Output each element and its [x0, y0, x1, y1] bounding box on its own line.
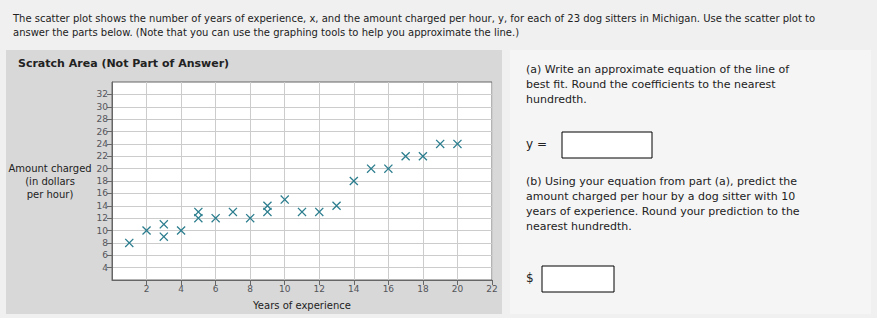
svg-text:$: $ [526, 271, 534, 285]
svg-text:2: 2 [144, 284, 150, 294]
svg-text:12: 12 [97, 213, 108, 223]
svg-text:16: 16 [383, 284, 395, 294]
svg-text:18: 18 [97, 176, 109, 186]
svg-text:answer the parts below. (Note: answer the parts below. (Note that you c… [13, 27, 519, 38]
svg-text:12: 12 [314, 284, 325, 294]
svg-text:Amount charged: Amount charged [8, 163, 91, 174]
svg-text:hundredth.: hundredth. [526, 93, 587, 106]
svg-text:18: 18 [417, 284, 429, 294]
svg-text:10: 10 [97, 226, 109, 236]
svg-text:20: 20 [97, 164, 109, 174]
svg-text:22: 22 [486, 284, 497, 294]
svg-text:32: 32 [97, 89, 108, 99]
svg-text:Years of experience: Years of experience [252, 300, 351, 311]
svg-text:y =: y = [526, 137, 547, 151]
svg-text:years of experience. Round you: years of experience. Round your predicti… [526, 205, 800, 218]
svg-text:(a) Write an approximate equat: (a) Write an approximate equation of the… [526, 63, 790, 76]
svg-text:4: 4 [178, 284, 184, 294]
svg-text:26: 26 [97, 127, 109, 137]
svg-text:14: 14 [348, 284, 360, 294]
svg-text:16: 16 [97, 188, 109, 198]
svg-text:30: 30 [97, 102, 109, 112]
svg-text:8: 8 [102, 238, 108, 248]
svg-text:Scratch Area (Not Part of Answ: Scratch Area (Not Part of Answer) [18, 57, 229, 70]
svg-text:6: 6 [213, 284, 219, 294]
svg-text:4: 4 [102, 263, 108, 273]
svg-text:14: 14 [97, 201, 109, 211]
svg-text:(b) Using your equation from p: (b) Using your equation from part (a), p… [526, 175, 797, 188]
svg-text:best fit. Round the coefficien: best fit. Round the coefficients to the … [526, 78, 776, 91]
svg-text:20: 20 [452, 284, 464, 294]
svg-text:The scatter plot shows the num: The scatter plot shows the number of yea… [12, 13, 815, 24]
svg-text:28: 28 [97, 114, 109, 124]
svg-text:amount charged per hour by a d: amount charged per hour by a dog sitter … [526, 190, 795, 203]
svg-text:8: 8 [247, 284, 253, 294]
svg-text:10: 10 [279, 284, 291, 294]
svg-text:22: 22 [97, 151, 108, 161]
svg-text:per hour): per hour) [27, 189, 74, 200]
svg-text:6: 6 [102, 250, 108, 260]
svg-text:(in dollars: (in dollars [25, 176, 75, 187]
svg-text:24: 24 [97, 139, 109, 149]
svg-text:nearest hundredth.: nearest hundredth. [526, 220, 632, 233]
